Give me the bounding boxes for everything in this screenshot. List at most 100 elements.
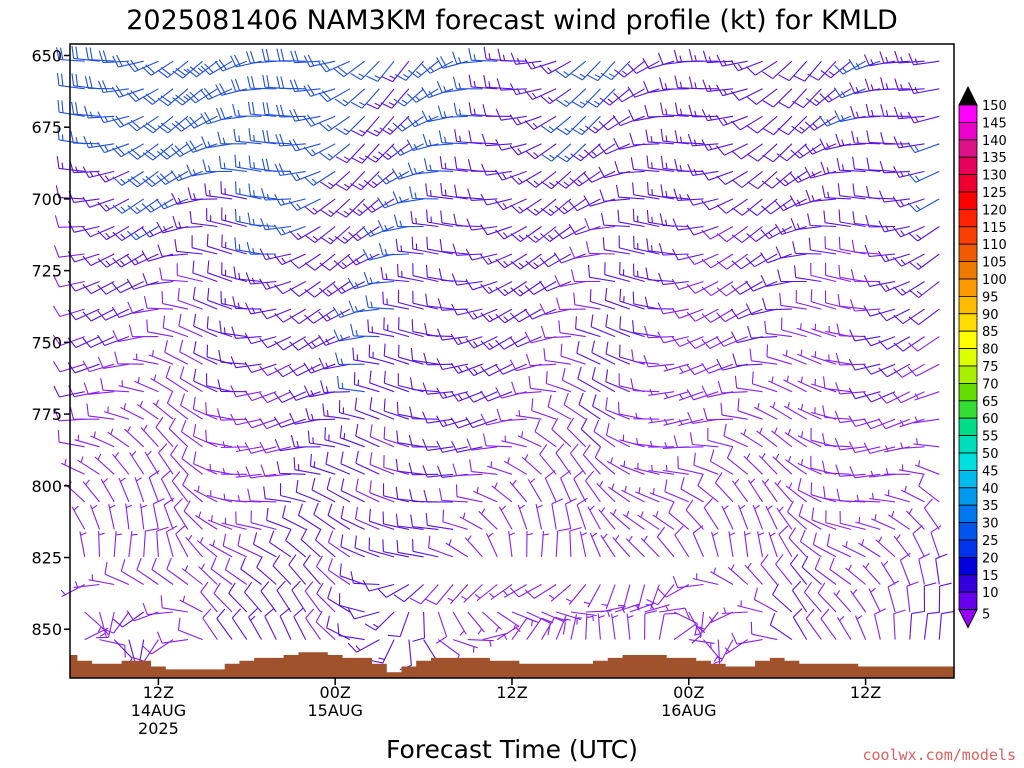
wind-barb bbox=[393, 584, 424, 603]
wind-barb bbox=[525, 170, 557, 188]
wind-barb bbox=[355, 478, 380, 503]
wind-barb bbox=[875, 536, 896, 558]
colorbar-label: 110 bbox=[982, 238, 1007, 253]
wind-barb bbox=[525, 226, 557, 243]
wind-barb bbox=[935, 553, 948, 585]
wind-barb bbox=[525, 253, 557, 270]
wind-barb bbox=[231, 326, 262, 339]
wind-barb bbox=[784, 455, 808, 475]
wind-barb bbox=[334, 226, 366, 244]
wind-barb bbox=[851, 239, 881, 255]
wind-barb bbox=[775, 554, 793, 585]
terrain-fill bbox=[70, 652, 954, 678]
wind-barb bbox=[720, 402, 748, 420]
wind-barb bbox=[893, 534, 911, 558]
wind-barb bbox=[394, 60, 425, 81]
wind-barb bbox=[304, 226, 336, 244]
wind-barb bbox=[826, 533, 852, 558]
wind-barb bbox=[307, 430, 336, 448]
wind-barb bbox=[465, 363, 498, 377]
wind-barb bbox=[179, 339, 203, 365]
wind-barb bbox=[688, 611, 702, 644]
wind-barb bbox=[731, 170, 763, 188]
wind-barb bbox=[198, 563, 218, 585]
credit-text[interactable]: coolwx.com/models bbox=[862, 746, 1016, 764]
wind-barb bbox=[192, 286, 218, 310]
wind-barb bbox=[716, 170, 748, 185]
wind-barb bbox=[347, 607, 380, 620]
wind-barb bbox=[259, 248, 292, 261]
wind-barb bbox=[465, 416, 498, 429]
wind-barb bbox=[248, 608, 262, 640]
wind-barb bbox=[289, 108, 321, 122]
wind-barb bbox=[82, 360, 115, 373]
wind-barb bbox=[560, 470, 572, 503]
wind-barb bbox=[863, 54, 896, 67]
wind-barb bbox=[455, 484, 483, 503]
wind-barb bbox=[53, 361, 85, 373]
wind-barb bbox=[179, 595, 203, 613]
wind-barb bbox=[805, 88, 837, 107]
colorbar-swatch bbox=[958, 295, 978, 315]
wind-barb bbox=[378, 243, 409, 256]
wind-barb bbox=[589, 289, 616, 310]
wind-barb bbox=[571, 115, 601, 136]
wind-barb bbox=[397, 373, 424, 393]
wind-barb bbox=[461, 584, 483, 603]
wind-barb bbox=[377, 584, 410, 598]
wind-barb bbox=[127, 198, 159, 215]
wind-barb bbox=[864, 244, 896, 258]
wind-barb bbox=[246, 76, 277, 90]
wind-barb bbox=[383, 398, 410, 420]
wind-barb bbox=[908, 253, 940, 270]
wind-barb bbox=[583, 170, 616, 183]
wind-barb bbox=[482, 611, 503, 633]
colorbar-lower-arrow bbox=[958, 609, 978, 629]
wind-barb bbox=[848, 387, 881, 400]
wind-barb bbox=[423, 158, 454, 172]
wind-barb bbox=[259, 363, 292, 377]
wind-barb bbox=[396, 430, 424, 448]
wind-barb bbox=[259, 336, 292, 349]
wind-barb bbox=[186, 60, 218, 78]
wind-barb bbox=[893, 308, 925, 325]
wind-barb bbox=[524, 584, 557, 599]
y-tick-label: 825 bbox=[31, 549, 62, 568]
wind-barb bbox=[914, 460, 940, 475]
wind-barb bbox=[778, 60, 808, 82]
wind-barb bbox=[746, 88, 778, 105]
wind-barb bbox=[756, 427, 778, 448]
wind-barb bbox=[701, 109, 734, 122]
wind-barb bbox=[808, 237, 837, 255]
wind-barb bbox=[791, 580, 808, 613]
wind-barb bbox=[692, 573, 719, 586]
wind-barb bbox=[863, 305, 896, 317]
wind-barb bbox=[98, 530, 105, 557]
colorbar-label: 40 bbox=[982, 482, 999, 497]
wind-barb bbox=[338, 400, 365, 420]
wind-barb bbox=[200, 111, 233, 125]
wind-barb bbox=[673, 611, 698, 636]
wind-barb bbox=[248, 128, 277, 145]
wind-barb bbox=[727, 564, 749, 585]
wind-barb bbox=[632, 320, 660, 338]
wind-barb bbox=[305, 407, 336, 421]
wind-barb bbox=[247, 101, 277, 117]
wind-barb bbox=[730, 88, 763, 101]
wind-barb bbox=[785, 482, 808, 503]
wind-barb bbox=[442, 509, 468, 530]
wind-barb bbox=[724, 639, 749, 655]
wind-barb bbox=[836, 157, 866, 172]
y-tick-label: 850 bbox=[31, 620, 62, 639]
wind-barb bbox=[118, 477, 130, 503]
wind-barb bbox=[777, 269, 807, 283]
wind-barb bbox=[437, 105, 468, 119]
wind-barb bbox=[842, 541, 866, 558]
wind-barb bbox=[489, 584, 513, 601]
wind-barb bbox=[315, 555, 336, 585]
wind-barb bbox=[582, 444, 601, 475]
wind-barb bbox=[192, 396, 218, 420]
wind-barb bbox=[593, 419, 616, 448]
wind-barb bbox=[363, 170, 395, 189]
wind-barb bbox=[893, 609, 906, 640]
